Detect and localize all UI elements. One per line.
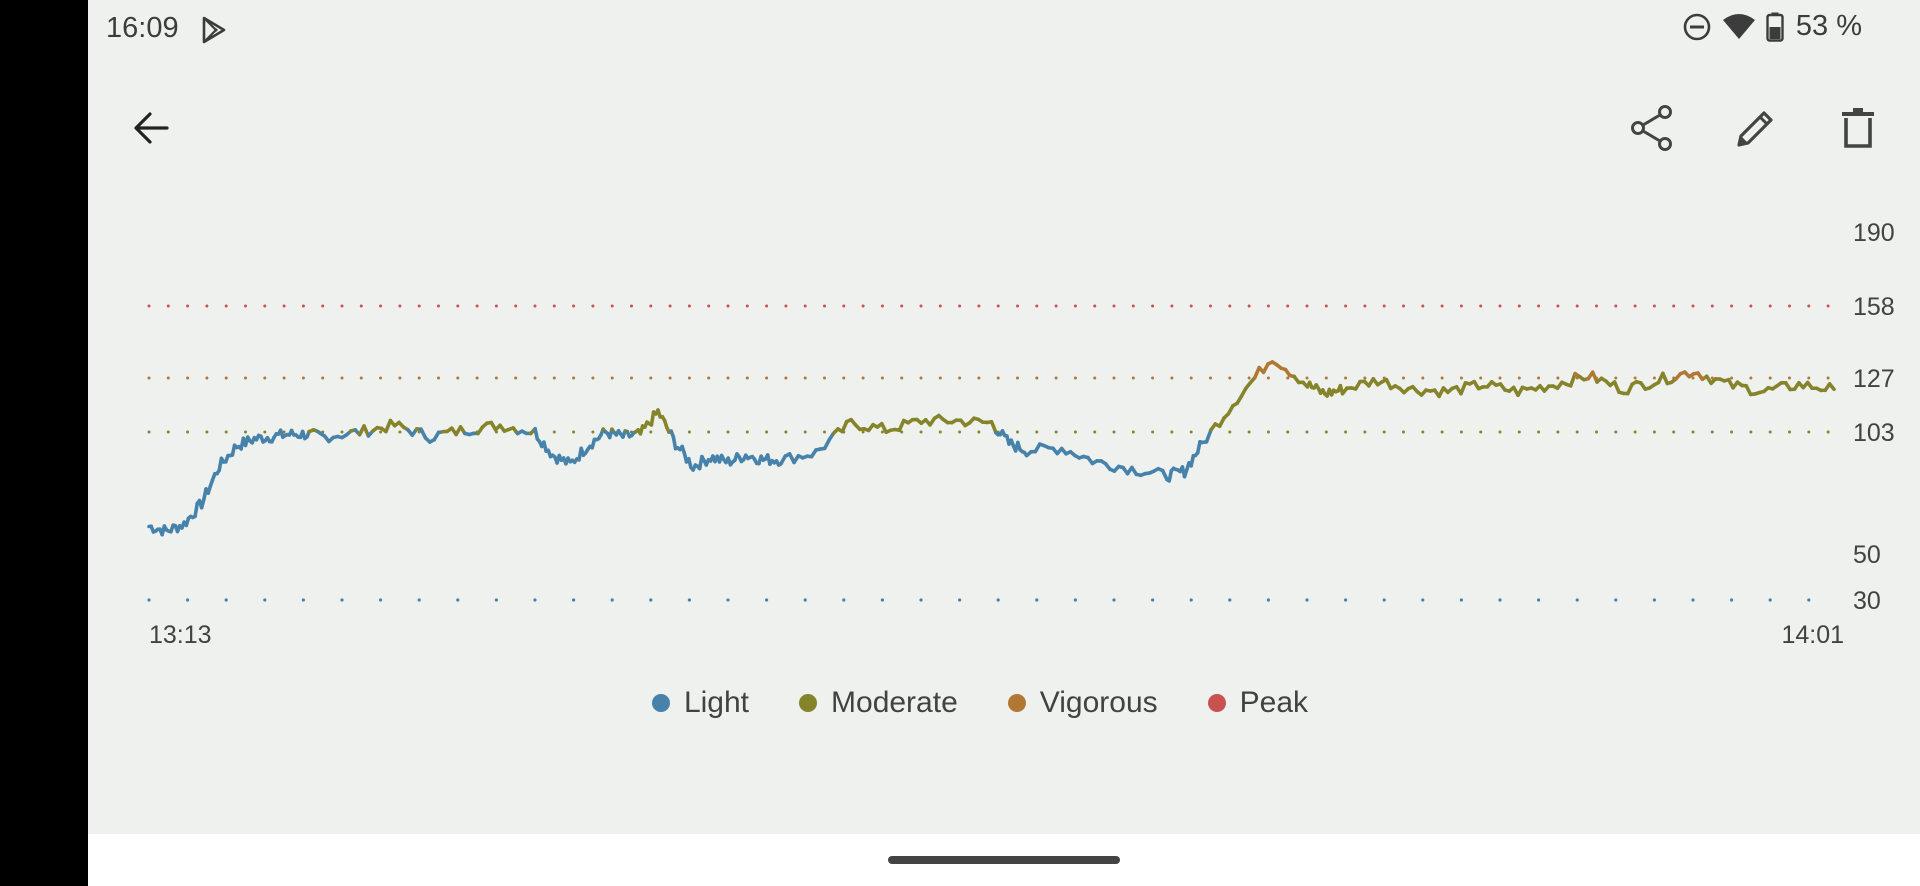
legend-label-moderate: Moderate [831, 686, 958, 719]
heart-rate-segment [1459, 381, 1468, 396]
chart-legend: Light Moderate Vigorous Peak [64, 686, 1896, 720]
x-tick-label-start: 13:13 [149, 621, 212, 649]
arrow-back-icon [134, 112, 169, 144]
y-tick-label: 103 [1853, 419, 1895, 447]
y-tick-label: 30 [1853, 587, 1881, 615]
heart-rate-segment [1612, 380, 1621, 394]
home-gesture-handle[interactable] [888, 856, 1120, 864]
battery-icon [1766, 12, 1784, 42]
y-tick-label: 158 [1853, 293, 1895, 321]
wifi-icon [1722, 13, 1755, 39]
heart-rate-segment [193, 501, 200, 519]
legend-dot-vigorous [1007, 694, 1026, 712]
heart-rate-segment [671, 435, 678, 451]
legend-item-light: Light [651, 686, 750, 720]
play-store-icon [202, 16, 226, 44]
heart-rate-segment [1827, 382, 1836, 392]
heart-rate-segment [1204, 428, 1213, 444]
left-black-bar [0, 0, 88, 886]
legend-dot-light [651, 694, 670, 712]
legend-label-peak: Peak [1239, 686, 1309, 719]
trash-icon [1842, 108, 1874, 148]
navigation-bar [88, 834, 1920, 886]
back-button[interactable] [121, 98, 181, 158]
heart-rate-segment [649, 410, 656, 427]
app-screen: 16:09 53 % [88, 0, 1920, 834]
legend-label-light: Light [683, 686, 750, 719]
status-time: 16:09 [106, 12, 179, 44]
delete-button[interactable] [1828, 98, 1888, 158]
y-tick-label: 190 [1853, 219, 1895, 247]
legend-item-moderate: Moderate [799, 686, 958, 720]
y-tick-label: 127 [1853, 365, 1895, 393]
do-not-disturb-icon [1683, 13, 1711, 40]
share-icon [1631, 105, 1672, 151]
heart-rate-chart: 190 158 127 103 50 30 13:13 14:01 [147, 219, 1895, 649]
battery-percentage: 53 % [1795, 10, 1862, 42]
legend-label-vigorous: Vigorous [1039, 686, 1158, 719]
legend-item-peak: Peak [1207, 686, 1309, 720]
x-tick-label-end: 14:01 [1781, 621, 1844, 649]
legend-dot-moderate [799, 694, 818, 712]
heart-rate-segment [1661, 371, 1670, 386]
heart-rate-segment [840, 419, 849, 434]
legend-dot-peak [1207, 694, 1226, 712]
legend-item-vigorous: Vigorous [1007, 686, 1158, 720]
y-tick-label: 50 [1853, 541, 1881, 569]
edit-button[interactable] [1726, 98, 1786, 158]
status-icons: 53 % [1682, 10, 1862, 43]
heart-rate-segment [1568, 371, 1577, 388]
share-button[interactable] [1622, 98, 1682, 158]
heart-rate-segment [1195, 439, 1202, 455]
pencil-icon [1737, 111, 1773, 147]
